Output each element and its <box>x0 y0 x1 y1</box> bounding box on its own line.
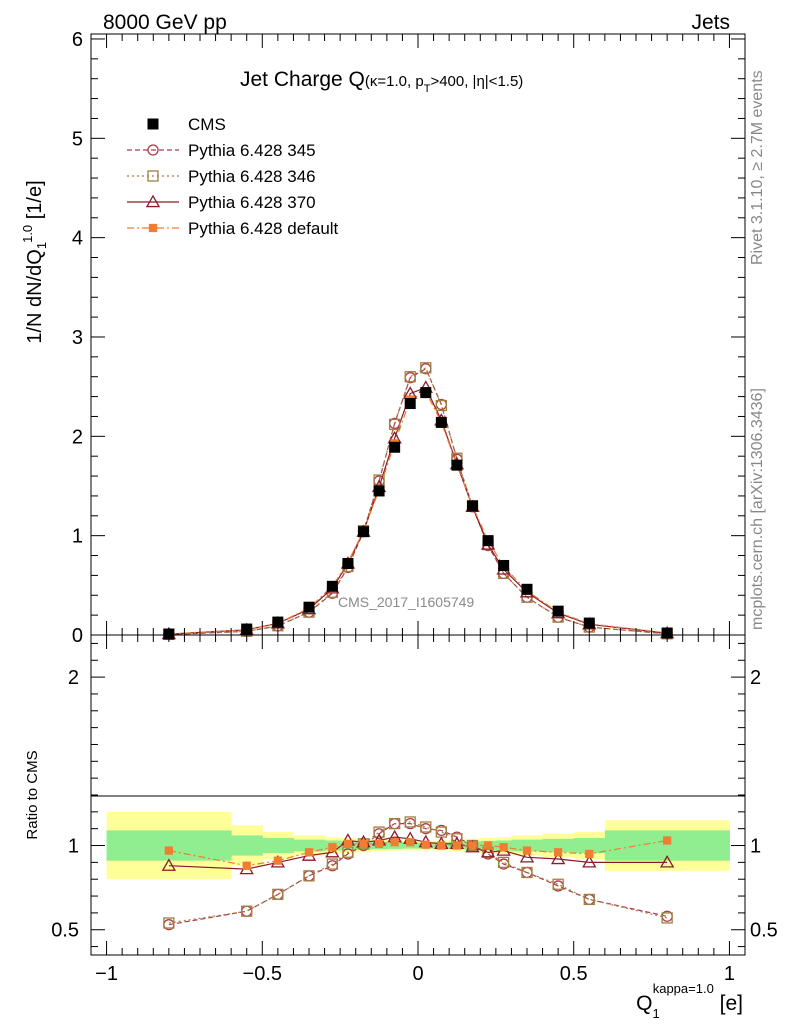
legend-entry-4: Pythia 6.428 default <box>127 219 339 238</box>
main-point-s0-3 <box>304 602 315 613</box>
legend-marker-4 <box>149 224 157 232</box>
main-point-s0-17 <box>553 606 564 617</box>
main-ytick-label: 5 <box>72 128 83 150</box>
legend-entry-0: CMS <box>148 115 226 134</box>
main-point-s0-8 <box>389 442 400 453</box>
ratio-point-s3-12 <box>453 841 461 849</box>
main-point-s0-10 <box>420 387 431 398</box>
ratio-ytick-label-right: 0.5 <box>750 920 778 942</box>
main-point-s0-13 <box>467 500 478 511</box>
legend-label-3: Pythia 6.428 370 <box>188 193 316 212</box>
main-y-axis-label: 1/N dN/dQ11.0 [1/e] <box>20 180 49 343</box>
xtick-label: 1 <box>724 963 735 985</box>
legend-entry-2: Pythia 6.428 346 <box>127 167 316 186</box>
ratio-point-s3-15 <box>500 843 508 851</box>
main-point-s0-16 <box>522 584 533 595</box>
legend-entry-1: Pythia 6.428 345 <box>127 141 316 160</box>
main-point-s0-6 <box>358 526 369 537</box>
ratio-point-s3-7 <box>375 840 383 848</box>
ratio-point-s3-2 <box>274 857 282 865</box>
main-point-s0-4 <box>327 581 338 592</box>
ylabel-b: [1/e] <box>24 180 46 224</box>
ratio-ytick-label: 0.5 <box>51 920 79 942</box>
main-point-s0-9 <box>405 398 416 409</box>
ratio-point-s3-13 <box>468 841 476 849</box>
ratio-point-s3-1 <box>243 862 251 870</box>
legend-marker-0 <box>148 119 159 130</box>
main-ytick-label: 2 <box>72 426 83 448</box>
legend-label-4: Pythia 6.428 default <box>188 219 339 238</box>
ratio-point-s3-0 <box>165 846 173 854</box>
xlabel-sup: kappa=1.0 <box>653 981 714 996</box>
ratio-ytick-label: 2 <box>68 667 79 689</box>
ratio-point-s3-8 <box>391 838 399 846</box>
ratio-point-s3-18 <box>585 850 593 858</box>
ratio-panel: 0.5 0.51 12 2 −1 −0.5 0 0.5 1 Ratio to CMS Q1ka… <box>24 635 778 1021</box>
main-point-s0-15 <box>498 560 509 571</box>
mcplots-side-label: mcplots.cern.ch [arXiv:1306.3436] <box>749 388 766 630</box>
ratio-point-s0-18 <box>584 894 594 904</box>
header-collision: 8000 GeV pp <box>103 11 227 34</box>
chart-canvas: 8000 GeV pp Jets 0 1 2 3 4 5 6 Jet Charge Q(κ=… <box>0 0 786 1024</box>
ratio-ytick-label: 1 <box>68 836 79 858</box>
ratio-y-axis-label: Ratio to CMS <box>24 750 41 839</box>
main-ytick-label: 4 <box>72 228 83 250</box>
main-ytick-label: 0 <box>72 625 83 647</box>
main-point-s0-2 <box>272 617 283 628</box>
ratio-point-s3-4 <box>328 843 336 851</box>
ratio-point-s3-10 <box>422 841 430 849</box>
title-params-a: (κ=1.0, p <box>365 73 424 90</box>
title-params-b: >400, |η|<1.5) <box>430 73 523 90</box>
xlabel-b: [e] <box>714 992 743 1015</box>
xtick-label: 0.5 <box>560 963 588 985</box>
main-point-s0-7 <box>374 485 385 496</box>
x-axis-label: Q1 kappa=1.0 [e] <box>636 981 743 1021</box>
xtick-label: −0.5 <box>243 963 282 985</box>
ratio-point-s3-19 <box>663 836 671 844</box>
legend-label-2: Pythia 6.428 346 <box>188 167 316 186</box>
xlabel-a: Q <box>636 992 652 1015</box>
xlabel-sub: 1 <box>652 1006 659 1021</box>
ratio-band-inner <box>107 830 232 860</box>
header-category: Jets <box>691 11 730 34</box>
main-chart-title: Jet Charge Q(κ=1.0, pT>400, |η|<1.5) <box>240 68 523 95</box>
ratio-band-inner <box>231 835 263 855</box>
main-ytick-label: 3 <box>72 327 83 349</box>
xtick-label: 0 <box>412 963 423 985</box>
ratio-point-s3-16 <box>523 846 531 854</box>
legend-marker-3 <box>147 196 159 207</box>
ratio-ytick-label-right: 2 <box>750 667 761 689</box>
ratio-point-s3-9 <box>406 838 414 846</box>
main-panel: 0 1 2 3 4 5 6 Jet Charge Q(κ=1.0, pT>400, |η|<… <box>20 29 745 647</box>
ratio-point-s3-14 <box>484 841 492 849</box>
ratio-point-s3-3 <box>305 848 313 856</box>
ylabel-a: 1/N dN/dQ <box>24 249 46 343</box>
legend-label-1: Pythia 6.428 345 <box>188 141 316 160</box>
main-point-s0-12 <box>451 460 462 471</box>
ylabel-sub: 1 <box>34 242 49 249</box>
legend-entry-3: Pythia 6.428 370 <box>127 193 316 212</box>
ratio-band-inner <box>262 838 294 853</box>
analysis-label: CMS_2017_I1605749 <box>338 594 474 610</box>
legend: CMS Pythia 6.428 345 Pythia 6.428 346 Pythi… <box>127 115 339 238</box>
ratio-point-s3-11 <box>437 841 445 849</box>
main-point-s0-11 <box>436 417 447 428</box>
main-ytick-label: 1 <box>72 526 83 548</box>
ratio-ytick-label-right: 1 <box>750 836 761 858</box>
legend-label-0: CMS <box>188 115 226 134</box>
ylabel-sup: 1.0 <box>20 225 35 243</box>
main-ytick-label: 6 <box>72 29 83 51</box>
main-point-s0-5 <box>342 558 353 569</box>
xtick-label: −1 <box>95 963 118 985</box>
main-point-s0-18 <box>584 618 595 629</box>
ratio-point-s3-6 <box>359 840 367 848</box>
title-main: Jet Charge Q <box>240 68 365 91</box>
rivet-side-label: Rivet 3.1.10, ≥ 2.7M events <box>749 70 766 265</box>
main-point-s0-14 <box>483 535 494 546</box>
ratio-point-s3-17 <box>554 848 562 856</box>
ratio-plot-frame <box>91 635 745 955</box>
ratio-point-s3-5 <box>344 840 352 848</box>
